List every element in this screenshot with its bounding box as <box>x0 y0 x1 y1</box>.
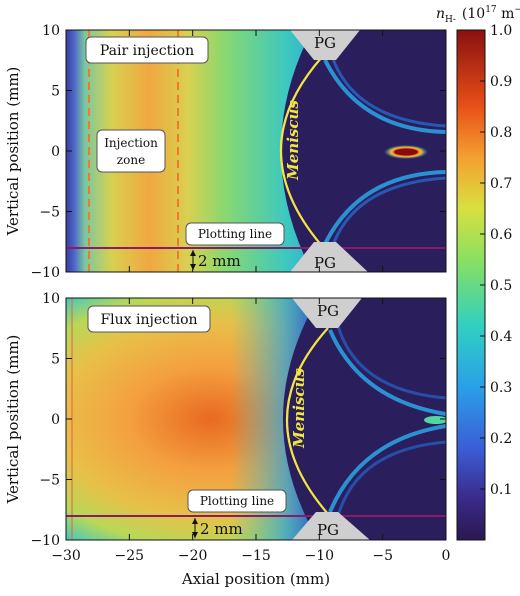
top-meniscus-label: Meniscus <box>284 100 302 181</box>
top-plotting-line-label: Plotting line <box>185 222 285 246</box>
top-sheath-region <box>281 30 446 272</box>
colorbar-tick-label: 0.9 <box>490 74 512 90</box>
svg-text:Plotting line: Plotting line <box>200 494 274 508</box>
x-tick-label: −10 <box>305 548 335 564</box>
y-tick-label: 10 <box>42 23 60 39</box>
top-pg-label-lower: PG <box>314 254 336 272</box>
colorbar-tick-label: 0.1 <box>490 482 512 498</box>
top-pg-upper <box>290 30 360 60</box>
y-tick-label: 5 <box>51 352 60 368</box>
y-tick-label: −10 <box>30 533 60 549</box>
y-tick-label: −5 <box>39 473 60 489</box>
top-branch-upper <box>323 59 446 134</box>
svg-text:Flux injection: Flux injection <box>100 312 197 328</box>
bottom-hotspot <box>424 416 446 424</box>
top-meniscus-curve <box>279 56 323 247</box>
x-tick-label: −30 <box>51 548 81 564</box>
svg-text:2 mm: 2 mm <box>200 520 243 538</box>
bottom-x-axis-label: Axial position (mm) <box>181 570 330 588</box>
colorbar: nH-(1017 m−3) 1.0 0.9 0.8 0.7 0.6 0.5 0.4 0.3 0.… <box>436 5 520 541</box>
bottom-sheath-region <box>283 298 446 540</box>
x-tick-label: 0 <box>442 548 451 564</box>
bottom-branch-lower <box>328 424 446 513</box>
svg-text:Pair injection: Pair injection <box>100 43 194 59</box>
colorbar-tick-label: 0.6 <box>490 227 512 243</box>
svg-text:2 mm: 2 mm <box>198 252 241 270</box>
bottom-gap-marker: 2 mm <box>192 518 243 538</box>
bottom-panel: Flux injection Meniscus PG PG Plotting l… <box>4 291 450 588</box>
x-tick-label: −15 <box>241 548 271 564</box>
colorbar-tick-label: 0.8 <box>490 125 512 141</box>
bottom-pg-lower <box>292 512 370 540</box>
top-pg-label-upper: PG <box>314 34 336 52</box>
bottom-box-label: Flux injection <box>87 305 211 333</box>
colorbar-tick-label: 1.0 <box>490 23 512 39</box>
top-pg-lower <box>290 242 368 272</box>
top-y-axis: 10 5 0 −5 −10 <box>30 23 447 281</box>
svg-text:zone: zone <box>117 153 145 167</box>
bottom-pg-label-upper: PG <box>317 302 339 320</box>
colorbar-ticks: 1.0 0.9 0.8 0.7 0.6 0.5 0.4 0.3 0.2 0.1 <box>480 23 512 498</box>
colorbar-tick-label: 0.2 <box>490 431 512 447</box>
x-tick-label: −5 <box>372 548 393 564</box>
top-panel: Pair injection Injection zone Meniscus P… <box>4 23 447 281</box>
top-box-label: Pair injection <box>85 36 209 64</box>
y-tick-label: 0 <box>51 412 60 428</box>
colorbar-title: nH-(1017 m−3) <box>436 5 520 25</box>
bottom-pg-label-lower: PG <box>317 521 339 539</box>
top-gap-marker: 2 mm <box>190 250 241 270</box>
colorbar-tick-label: 0.7 <box>490 176 512 192</box>
y-tick-label: −5 <box>39 205 60 221</box>
y-tick-label: 0 <box>51 144 60 160</box>
bottom-pg-upper <box>292 298 362 328</box>
colorbar-tick-label: 0.3 <box>490 380 512 396</box>
top-branch-lower <box>323 170 446 245</box>
svg-text:Plotting line: Plotting line <box>198 227 272 241</box>
bottom-plotting-line-label: Plotting line <box>187 489 287 513</box>
bottom-x-axis: −30 −25 −20 −15 −10 −5 0 <box>51 548 450 564</box>
svg-text:Injection: Injection <box>104 136 158 150</box>
bottom-y-axis-label: Vertical position (mm) <box>4 335 22 505</box>
x-tick-label: −20 <box>178 548 208 564</box>
colorbar-tick-label: 0.4 <box>490 329 512 345</box>
bottom-meniscus-label: Meniscus <box>290 368 308 449</box>
y-tick-label: −10 <box>30 265 60 281</box>
bottom-branch-upper <box>328 329 446 416</box>
top-y-axis-label: Vertical position (mm) <box>4 67 22 237</box>
x-tick-label: −25 <box>115 548 145 564</box>
y-tick-label: 10 <box>42 291 60 307</box>
bottom-meniscus-curve <box>285 327 329 515</box>
top-zone-label: Injection zone <box>96 129 166 173</box>
colorbar-tick-label: 0.5 <box>490 278 512 294</box>
bottom-y-axis: 10 5 0 −5 −10 <box>30 291 447 549</box>
y-tick-label: 5 <box>51 84 60 100</box>
